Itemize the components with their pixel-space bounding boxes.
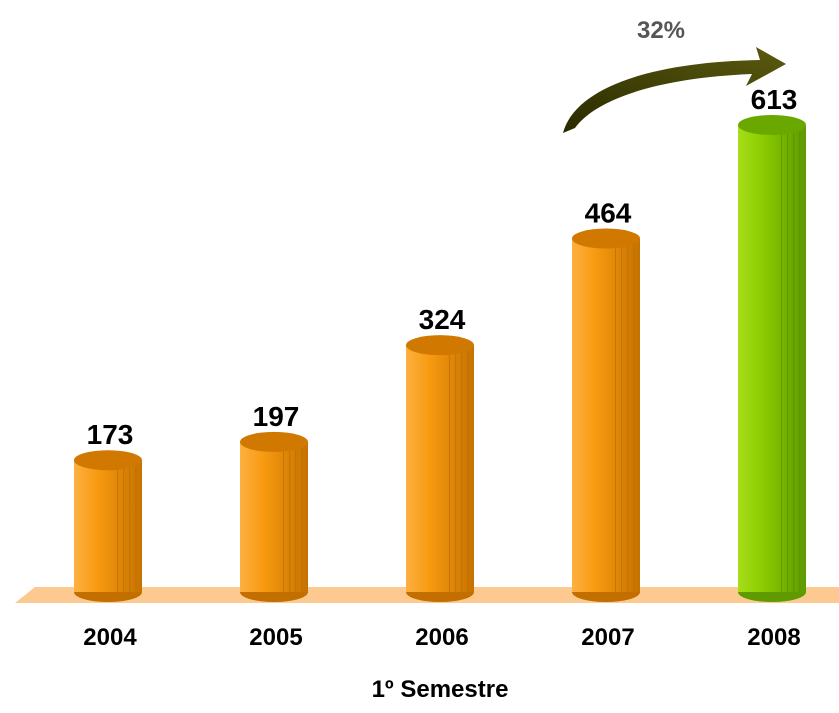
growth-label: 32%	[637, 17, 685, 44]
data-label: 464	[585, 198, 632, 229]
x-tick-label: 2005	[249, 624, 302, 651]
bar-top	[240, 431, 308, 452]
bar-top	[406, 335, 474, 356]
bar-top	[572, 228, 640, 249]
bar-2008	[738, 115, 806, 602]
bar-body	[572, 238, 640, 592]
bar-body	[240, 441, 308, 592]
data-label: 197	[253, 401, 300, 432]
x-tick-label: 2008	[747, 624, 800, 651]
x-axis-title: 1º Semestre	[372, 676, 509, 703]
bar-2007	[572, 228, 640, 602]
bar-2004	[74, 450, 142, 602]
data-label: 613	[751, 84, 798, 115]
bar-2006	[406, 335, 474, 602]
growth-annotation: 32%	[563, 17, 786, 133]
bar-top	[738, 115, 806, 135]
data-label: 173	[87, 419, 134, 450]
bar-body	[406, 345, 474, 592]
bar-body	[738, 125, 806, 592]
x-tick-label: 2006	[415, 624, 468, 651]
x-tick-label: 2004	[83, 624, 137, 651]
curved-arrow-icon	[563, 47, 786, 133]
bar-body	[74, 460, 142, 592]
bar-top	[74, 450, 142, 471]
data-label: 324	[419, 304, 466, 335]
bar-2005	[240, 431, 308, 602]
x-tick-label: 2007	[581, 624, 634, 651]
